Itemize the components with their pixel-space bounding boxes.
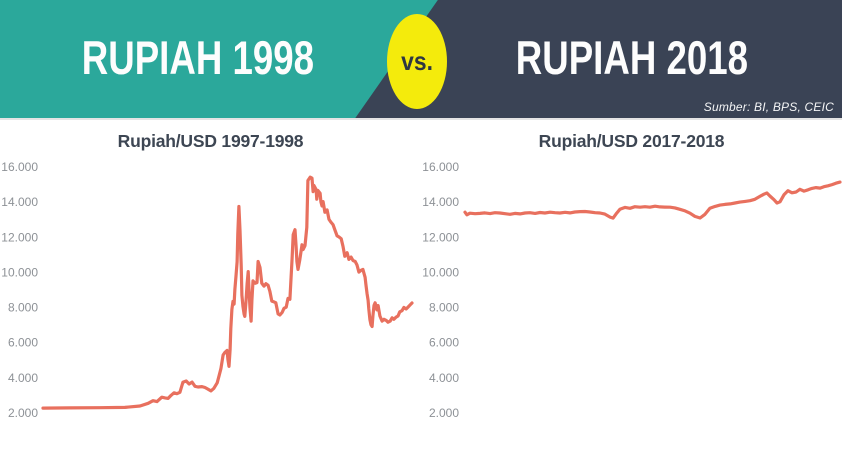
y-axis-label: 4.000: [8, 371, 38, 385]
y-axis-label: 4.000: [429, 371, 459, 385]
vs-badge: vs.: [387, 14, 447, 109]
y-axis-label: 14.000: [422, 195, 459, 209]
y-axis-label: 8.000: [429, 301, 459, 315]
y-axis-label: 2.000: [8, 406, 38, 420]
exchange-rate-line-1998: [41, 175, 414, 410]
y-axis-label: 16.000: [1, 160, 38, 174]
line-chart-1998: 16.000 14.000 12.000 10.000 8.000 6.000 4.000 2…: [1, 160, 414, 420]
y-axis-label: 10.000: [422, 265, 459, 279]
source-credit: Sumber: BI, BPS, CEIC: [703, 100, 834, 114]
y-axis-label: 6.000: [8, 336, 38, 350]
chart-title-2018: Rupiah/USD 2017-2018: [538, 131, 725, 151]
chart-panel-1998: Rupiah/USD 1997-1998 16.000 14.000 12.000 1…: [0, 120, 421, 476]
exchange-rate-line-2018: [463, 180, 842, 220]
vs-label: vs.: [401, 46, 433, 76]
y-axis-label: 2.000: [429, 406, 459, 420]
left-header-title-text: RUPIAH 1998: [81, 30, 314, 84]
y-axis-label: 10.000: [1, 265, 38, 279]
y-axis-label: 14.000: [1, 195, 38, 209]
y-axis-label: 16.000: [422, 160, 459, 174]
chart-panel-2018: Rupiah/USD 2017-2018 16.000 14.000 12.000 1…: [421, 120, 842, 476]
right-header-title-text: RUPIAH 2018: [515, 30, 749, 84]
y-axis-label: 6.000: [429, 336, 459, 350]
line-chart-2018: 16.000 14.000 12.000 10.000 8.000 6.000 4.000 2…: [422, 160, 842, 420]
chart-title-1998: Rupiah/USD 1997-1998: [117, 131, 304, 151]
left-header-title: RUPIAH 1998: [0, 0, 395, 114]
charts-row: Rupiah/USD 1997-1998 16.000 14.000 12.000 1…: [0, 120, 842, 476]
y-axis-label: 8.000: [8, 301, 38, 315]
header-banner: RUPIAH 1998 RUPIAH 2018 vs. Sumber: BI, …: [0, 0, 842, 120]
right-header-title: RUPIAH 2018: [422, 0, 842, 114]
y-axis-label: 12.000: [1, 230, 38, 244]
y-axis-label: 12.000: [422, 230, 459, 244]
